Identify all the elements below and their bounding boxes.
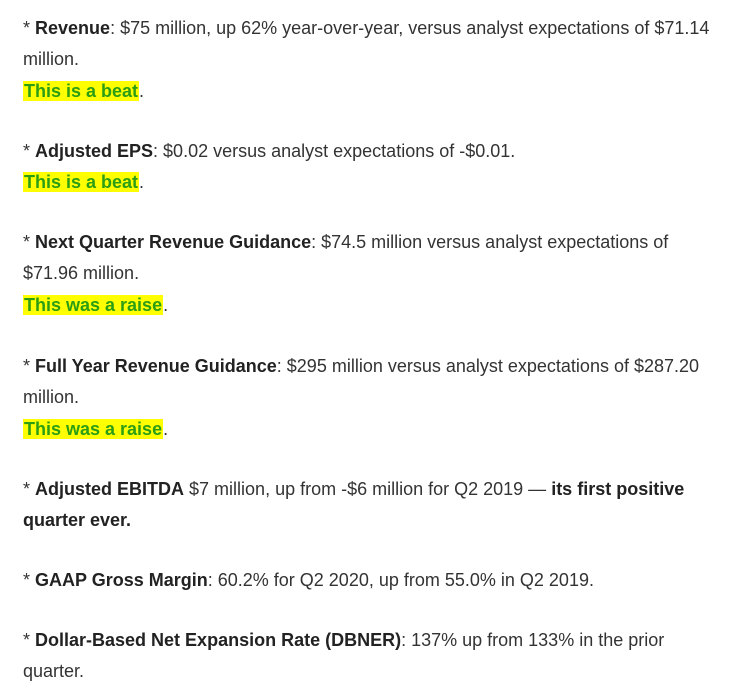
item-label: GAAP Gross Margin	[35, 570, 208, 590]
bullet-marker: *	[23, 479, 36, 499]
verdict-highlight: This is a beat	[23, 81, 140, 101]
dbner-item: * Dollar-Based Net Expansion Rate (DBNER…	[23, 625, 728, 687]
verdict-period: .	[163, 295, 169, 315]
next-quarter-guidance-item: * Next Quarter Revenue Guidance: $74.5 m…	[23, 227, 728, 289]
bullet-marker: *	[23, 18, 36, 38]
bullet-marker: *	[23, 630, 36, 650]
bullet-marker: *	[23, 356, 36, 376]
item-label: Adjusted EPS	[35, 141, 154, 161]
bullet-marker: *	[23, 141, 36, 161]
revenue-item: * Revenue: $75 million, up 62% year-over…	[23, 13, 728, 75]
item-text: : $74.5 million versus analyst expectati…	[23, 232, 669, 283]
gaap-gross-margin-item: * GAAP Gross Margin: 60.2% for Q2 2020, …	[23, 565, 728, 596]
item-bold-tail: its first positive quarter ever.	[23, 479, 685, 530]
item-label: Dollar-Based Net Expansion Rate (DBNER)	[35, 630, 402, 650]
item-text: : 137% up from 133% in the prior quarter…	[23, 630, 665, 681]
item-text: : $295 million versus analyst expectatio…	[23, 356, 700, 407]
item-text: : $0.02 versus analyst expectations of -…	[153, 141, 516, 161]
verdict-highlight: This was a raise	[23, 295, 164, 315]
full-year-guidance-verdict: This was a raise.	[23, 414, 168, 445]
bullet-marker: *	[23, 232, 36, 252]
item-label: Adjusted EBITDA	[35, 479, 185, 499]
item-text: : $75 million, up 62% year-over-year, ve…	[23, 18, 710, 69]
next-quarter-guidance-verdict: This was a raise.	[23, 290, 168, 321]
item-text: $7 million, up from -$6 million for Q2 2…	[184, 479, 552, 499]
verdict-period: .	[139, 172, 145, 192]
verdict-highlight: This is a beat	[23, 172, 140, 192]
adjusted-eps-verdict: This is a beat.	[23, 167, 144, 198]
item-label: Revenue	[35, 18, 111, 38]
verdict-highlight: This was a raise	[23, 419, 164, 439]
verdict-period: .	[163, 419, 169, 439]
adjusted-eps-item: * Adjusted EPS: $0.02 versus analyst exp…	[23, 136, 728, 167]
item-text: : 60.2% for Q2 2020, up from 55.0% in Q2…	[207, 570, 594, 590]
verdict-period: .	[139, 81, 145, 101]
item-label: Next Quarter Revenue Guidance	[35, 232, 312, 252]
item-label: Full Year Revenue Guidance	[35, 356, 277, 376]
revenue-verdict: This is a beat.	[23, 76, 144, 107]
adjusted-ebitda-item: * Adjusted EBITDA $7 million, up from -$…	[23, 474, 728, 536]
bullet-marker: *	[23, 570, 36, 590]
full-year-guidance-item: * Full Year Revenue Guidance: $295 milli…	[23, 351, 728, 413]
